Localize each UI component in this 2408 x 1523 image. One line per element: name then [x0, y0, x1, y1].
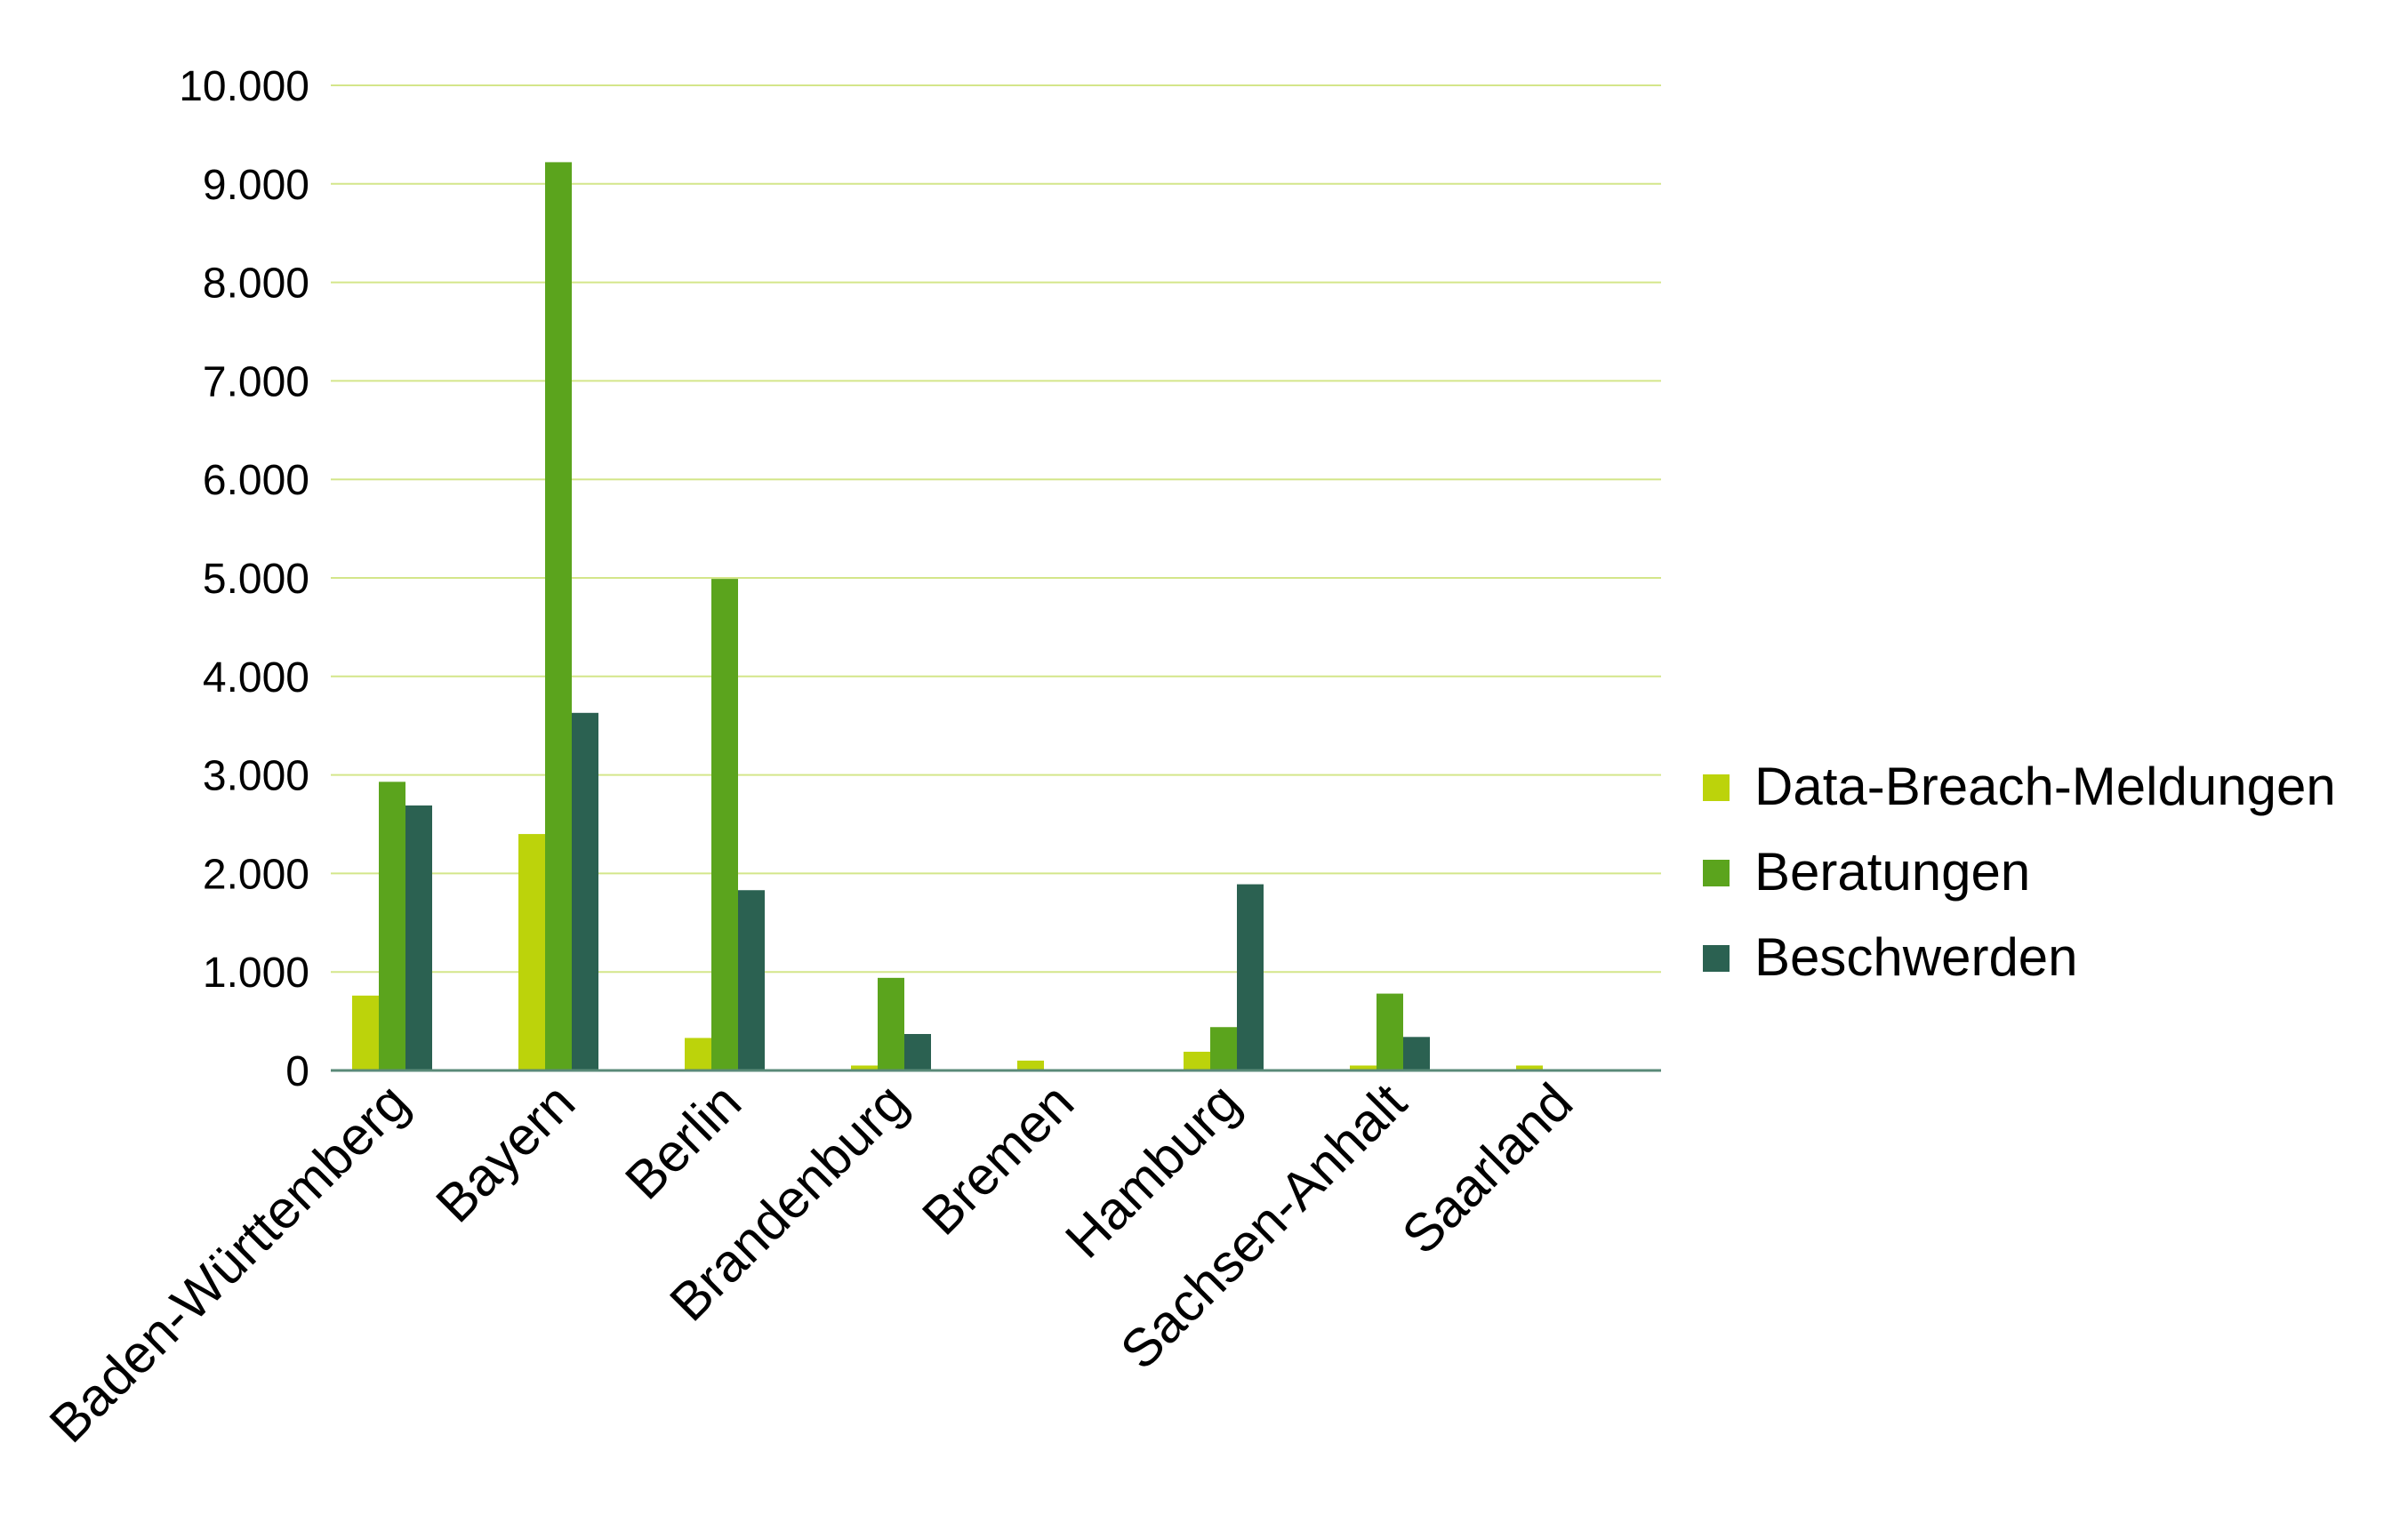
- x-category-label: Baden-Württemberg: [38, 1072, 420, 1454]
- x-category-label: Saarland: [1391, 1072, 1584, 1265]
- bar-data-breach-meldungen: [1184, 1051, 1210, 1070]
- y-tick-label: 7.000: [203, 358, 309, 405]
- x-category-label: Berlin: [614, 1072, 752, 1211]
- legend-swatch: [1703, 945, 1730, 972]
- legend-swatch: [1703, 860, 1730, 886]
- legend-label: Beratungen: [1754, 842, 2030, 902]
- bar-data-breach-meldungen: [352, 995, 379, 1070]
- bar-beschwerden: [1237, 884, 1264, 1070]
- bar-beschwerden: [904, 1034, 931, 1070]
- y-tick-label: 8.000: [203, 261, 309, 308]
- bar-beratungen: [1210, 1027, 1237, 1070]
- y-tick-label: 10.000: [179, 63, 309, 110]
- bar-beschwerden: [738, 890, 765, 1070]
- y-tick-label: 2.000: [203, 851, 309, 898]
- x-category-label: Sachsen-Anhalt: [1109, 1072, 1417, 1381]
- y-tick-label: 3.000: [203, 753, 309, 800]
- bar-beschwerden: [405, 805, 432, 1070]
- axes: 0 1.000 2.000 3.000 4.000 5.000 6.000 7.000 8.00…: [38, 63, 1661, 1454]
- y-tick-label: 1.000: [203, 950, 309, 997]
- bar-beschwerden: [572, 712, 598, 1070]
- legend-swatch: [1703, 774, 1730, 801]
- y-tick-label: 0: [285, 1048, 309, 1095]
- bar-beratungen: [711, 579, 738, 1070]
- y-tick-label: 5.000: [203, 556, 309, 603]
- y-tick-label: 4.000: [203, 654, 309, 701]
- bar-beratungen: [545, 162, 572, 1070]
- bar-beschwerden: [1403, 1037, 1430, 1070]
- legend: Data-Breach-Meldungen Beratungen Beschwerd…: [1703, 757, 2336, 987]
- bars: [352, 162, 1543, 1070]
- bar-data-breach-meldungen: [518, 834, 545, 1070]
- bar-beratungen: [379, 782, 405, 1070]
- bar-data-breach-meldungen: [1350, 1065, 1377, 1070]
- bar-beratungen: [1377, 993, 1403, 1070]
- legend-label: Beschwerden: [1754, 927, 2078, 987]
- x-category-label: Bayern: [424, 1072, 586, 1234]
- bar-data-breach-meldungen: [685, 1038, 711, 1070]
- x-category-label: Bremen: [911, 1072, 1085, 1246]
- legend-label: Data-Breach-Meldungen: [1754, 757, 2336, 816]
- bar-data-breach-meldungen: [1516, 1065, 1543, 1070]
- y-tick-label: 6.000: [203, 457, 309, 504]
- bar-data-breach-meldungen: [1017, 1060, 1044, 1070]
- y-tick-label: 9.000: [203, 162, 309, 209]
- bar-beratungen: [878, 977, 904, 1070]
- bar-data-breach-meldungen: [851, 1065, 878, 1070]
